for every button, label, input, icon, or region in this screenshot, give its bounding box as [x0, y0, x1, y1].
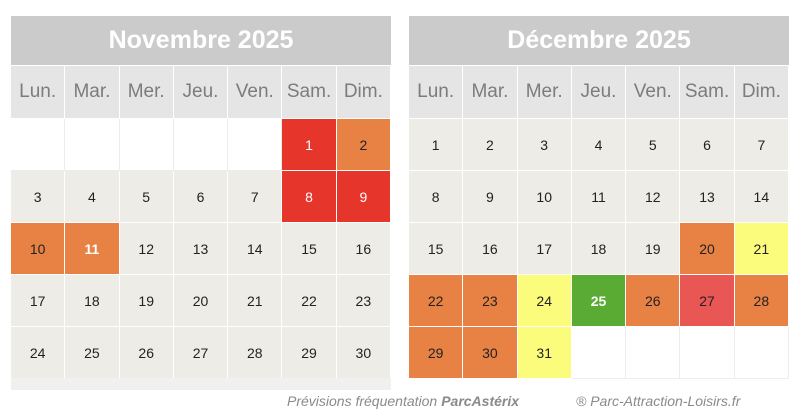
day-cell: 13	[173, 223, 229, 275]
day-cell: 9	[336, 171, 391, 223]
day-cell: 7	[228, 171, 283, 223]
day-cell: 25	[571, 275, 627, 327]
empty-cell	[119, 119, 174, 171]
day-cell: 29	[282, 327, 337, 379]
day-cell: 27	[173, 327, 229, 379]
day-cell: 6	[173, 171, 229, 223]
credit-text: Prévisions fréquentation	[287, 393, 438, 409]
weekday-label: Sam.	[680, 66, 735, 119]
day-cell: 22	[409, 275, 464, 327]
day-cell: 28	[228, 327, 283, 379]
empty-cell	[228, 119, 283, 171]
weekday-label: Sam.	[282, 66, 337, 119]
day-cell: 14	[228, 223, 283, 275]
calendar-december: Décembre 2025 Lun. Mar. Mer. Jeu. Ven. S…	[409, 16, 789, 379]
day-cell: 1	[409, 119, 464, 171]
day-cell: 17	[11, 275, 66, 327]
day-cell: 19	[119, 275, 174, 327]
credit-line: Prévisions fréquentation ParcAstérix	[287, 393, 519, 409]
day-cell: 31	[517, 327, 572, 379]
weekday-label: Dim.	[336, 66, 391, 119]
empty-cell	[680, 327, 735, 379]
credit-brand: ParcAstérix	[441, 393, 520, 409]
day-cell: 14	[734, 171, 789, 223]
day-cell: 25	[65, 327, 120, 379]
day-cell: 15	[409, 223, 464, 275]
day-cell: 21	[228, 275, 283, 327]
day-cell: 10	[11, 223, 66, 275]
day-cell: 4	[65, 171, 120, 223]
empty-cell	[626, 327, 681, 379]
weekday-label: Ven.	[626, 66, 681, 119]
weekday-header: Lun. Mar. Mer. Jeu. Ven. Sam. Dim.	[409, 66, 789, 119]
day-cell: 2	[336, 119, 391, 171]
footer-strip	[11, 378, 391, 390]
day-cell: 16	[463, 223, 518, 275]
day-grid: 1 2 3 4 5 6 7 8 9 10 11 12 13 14 15 16 17 18 19 20 21 22 23 24 2…	[11, 119, 391, 379]
weekday-label: Ven.	[228, 66, 283, 119]
day-cell: 23	[336, 275, 391, 327]
day-grid: 1 2 3 4 5 6 7 8 9 10 11 12 13 14 15 16 17 18 19 20 21 22 23 24 2…	[409, 119, 789, 379]
day-cell: 7	[734, 119, 789, 171]
weekday-label: Lun.	[11, 66, 66, 119]
calendar-title: Novembre 2025	[11, 16, 391, 66]
empty-cell	[65, 119, 120, 171]
day-cell: 8	[409, 171, 464, 223]
day-cell: 3	[517, 119, 572, 171]
calendar-november: Novembre 2025 Lun. Mar. Mer. Jeu. Ven. S…	[11, 16, 391, 379]
weekday-label: Lun.	[409, 66, 464, 119]
day-cell: 26	[626, 275, 681, 327]
day-cell: 26	[119, 327, 174, 379]
day-cell: 11	[65, 223, 120, 275]
empty-cell	[734, 327, 789, 379]
weekday-label: Mar.	[463, 66, 518, 119]
weekday-label: Mar.	[65, 66, 120, 119]
day-cell: 6	[680, 119, 735, 171]
day-cell: 21	[734, 223, 789, 275]
empty-cell	[11, 119, 66, 171]
day-cell: 12	[626, 171, 681, 223]
day-cell: 15	[282, 223, 337, 275]
calendar-title: Décembre 2025	[409, 16, 789, 66]
weekday-label: Dim.	[734, 66, 789, 119]
day-cell: 30	[336, 327, 391, 379]
copyright-text: ® Parc-Attraction-Loisirs.fr	[576, 393, 741, 409]
weekday-label: Mer.	[517, 66, 572, 119]
day-cell: 12	[119, 223, 174, 275]
day-cell: 1	[282, 119, 337, 171]
day-cell: 10	[517, 171, 572, 223]
day-cell: 5	[626, 119, 681, 171]
weekday-label: Jeu.	[571, 66, 627, 119]
day-cell: 9	[463, 171, 518, 223]
empty-cell	[173, 119, 229, 171]
day-cell: 28	[734, 275, 789, 327]
day-cell: 4	[571, 119, 627, 171]
day-cell: 29	[409, 327, 464, 379]
day-cell: 19	[626, 223, 681, 275]
day-cell: 20	[680, 223, 735, 275]
empty-cell	[571, 327, 627, 379]
day-cell: 18	[571, 223, 627, 275]
day-cell: 30	[463, 327, 518, 379]
day-cell: 13	[680, 171, 735, 223]
day-cell: 24	[11, 327, 66, 379]
day-cell: 8	[282, 171, 337, 223]
day-cell: 27	[680, 275, 735, 327]
weekday-label: Jeu.	[173, 66, 229, 119]
day-cell: 11	[571, 171, 627, 223]
day-cell: 3	[11, 171, 66, 223]
day-cell: 22	[282, 275, 337, 327]
day-cell: 18	[65, 275, 120, 327]
day-cell: 23	[463, 275, 518, 327]
day-cell: 20	[173, 275, 229, 327]
day-cell: 17	[517, 223, 572, 275]
day-cell: 2	[463, 119, 518, 171]
weekday-label: Mer.	[119, 66, 174, 119]
weekday-header: Lun. Mar. Mer. Jeu. Ven. Sam. Dim.	[11, 66, 391, 119]
day-cell: 5	[119, 171, 174, 223]
day-cell: 16	[336, 223, 391, 275]
day-cell: 24	[517, 275, 572, 327]
